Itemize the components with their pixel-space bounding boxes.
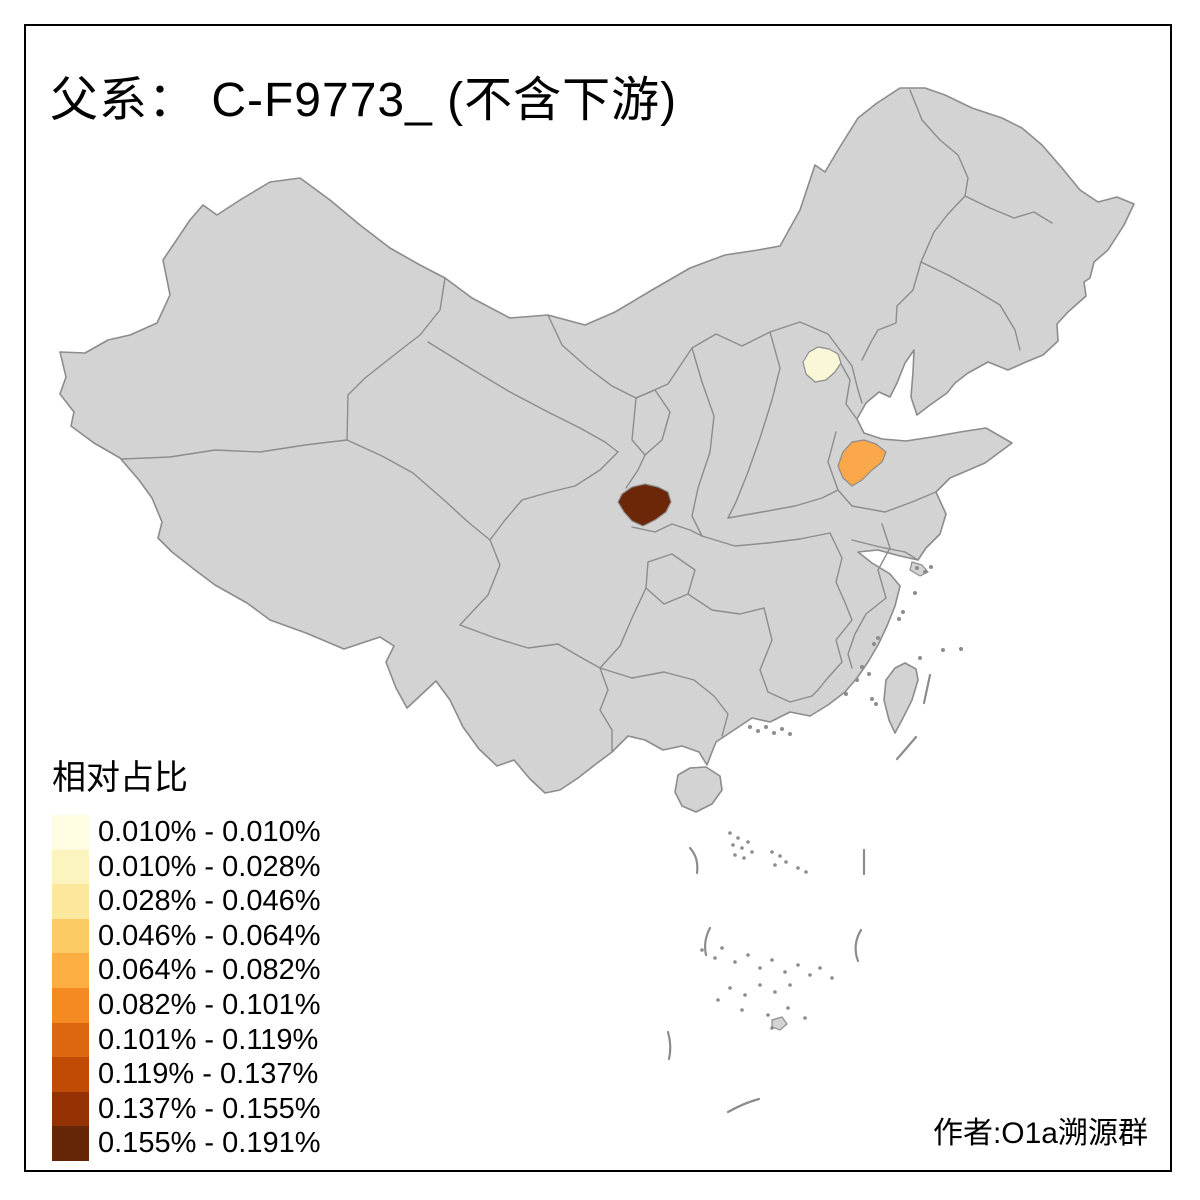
border-henan-anhui: [829, 532, 853, 621]
border-xinjiang-east: [346, 277, 446, 441]
border-yunnan-guangxi: [599, 667, 613, 753]
legend-item: 0.046% - 0.064%: [52, 918, 321, 954]
border-qinghai-gansu-north: [427, 341, 619, 453]
legend-label: 0.046% - 0.064%: [98, 919, 321, 952]
border-tibet-qinghai: [346, 439, 491, 541]
border-tianjin: [839, 361, 857, 419]
attribution: 作者:O1a溯源群: [932, 1117, 1148, 1150]
legend-label: 0.028% - 0.046%: [98, 885, 321, 918]
legend-label: 0.010% - 0.028%: [98, 850, 321, 883]
legend-label: 0.119% - 0.137%: [98, 1058, 319, 1091]
border-sichuan-yunnan: [459, 624, 601, 669]
border-shanxi-hebei: [727, 331, 781, 519]
legend-swatch: [52, 884, 89, 919]
legend-swatch: [52, 987, 89, 1023]
island-hainan: [674, 766, 723, 813]
legend: 相对占比 0.010% - 0.010% 0.010% - 0.028% 0.0…: [52, 750, 320, 1161]
border-tibet-sichuan: [459, 539, 501, 626]
border-henan-hubei: [701, 532, 831, 547]
legend-swatch: [52, 1057, 89, 1092]
legend-item: 0.119% - 0.137%: [52, 1057, 320, 1092]
spratly-islands: [700, 946, 834, 1030]
border-hebei-henan: [727, 489, 839, 519]
border-shandong-west: [827, 431, 853, 507]
border-qinghai-east: [489, 451, 619, 541]
border-jiangsu-anhui-zhejiang: [877, 523, 891, 599]
legend-item: 0.082% - 0.101%: [52, 987, 321, 1023]
legend-swatch: [52, 815, 89, 850]
border-shaanxi-shanxi: [691, 347, 715, 537]
legend-label: 0.137% - 0.155%: [98, 1092, 321, 1125]
paracel-islands: [728, 831, 808, 874]
border-heilongjiang-jilin: [964, 195, 1053, 224]
nine-dash-line: [666, 673, 932, 1114]
legend-label: 0.010% - 0.010%: [98, 816, 321, 848]
legend-label: 0.082% - 0.101%: [98, 988, 321, 1021]
legend-item: 0.028% - 0.046%: [52, 884, 320, 919]
border-zhejiang-fujian: [847, 597, 887, 669]
border-guangxi-guangdong: [693, 679, 729, 737]
legend-item: 0.010% - 0.028%: [52, 849, 321, 885]
map-title: 父系： C-F9773_ (不含下游): [50, 74, 678, 127]
coastal-islets: [748, 565, 963, 736]
legend-label: 0.101% - 0.119%: [98, 1023, 319, 1056]
border-jilin-liaoning: [920, 261, 1021, 351]
border-ningxia: [631, 389, 671, 456]
legend-item: 0.010% - 0.010%: [52, 815, 320, 850]
region-beijing: [802, 346, 842, 383]
legend-swatch: [52, 953, 89, 988]
border-jiangxi-fujian: [817, 619, 853, 691]
china-mainland: [59, 87, 1135, 794]
region-southwest-shandong: [837, 439, 887, 487]
border-kunlun-xinjiang-tibet: [121, 439, 348, 460]
legend-title: 相对占比: [52, 759, 188, 797]
border-innermongolia-west: [547, 314, 637, 399]
border-yangtze-jiangsu: [851, 539, 919, 561]
legend-label: 0.064% - 0.082%: [98, 954, 321, 987]
border-guangdong-north: [767, 689, 819, 703]
island-taiwan: [883, 662, 919, 734]
legend-item: 0.064% - 0.082%: [52, 953, 320, 988]
border-innermongolia-jilin-liaoning: [861, 195, 966, 361]
border-hunan-jiangxi: [759, 607, 773, 693]
legend-swatch: [52, 1126, 89, 1161]
legend-swatch: [52, 849, 89, 885]
border-innermongolia-heilongjiang: [909, 89, 969, 197]
legend-item: 0.101% - 0.119%: [52, 1022, 320, 1058]
legend-swatch: [52, 1022, 89, 1058]
legend-label: 0.155% - 0.191%: [98, 1127, 321, 1160]
legend-item: 0.155% - 0.191%: [52, 1126, 320, 1161]
border-hunan-guizhou: [599, 587, 647, 669]
border-guizhou-guangxi: [599, 667, 695, 681]
legend-swatch: [52, 918, 89, 954]
legend-item: 0.137% - 0.155%: [52, 1091, 321, 1127]
island-spratly-large: [771, 1016, 788, 1031]
legend-swatch: [52, 1091, 89, 1127]
border-gansu-shaanxi: [625, 454, 646, 489]
border-shandong-south: [851, 491, 937, 513]
border-hubei-hunan: [687, 593, 765, 615]
border-sichuan-shaanxi-south: [631, 523, 703, 537]
region-hanzhong: [617, 483, 672, 527]
